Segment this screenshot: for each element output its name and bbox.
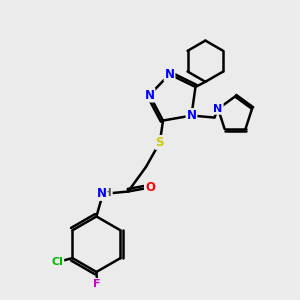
Text: F: F (94, 279, 101, 289)
Text: O: O (145, 181, 155, 194)
Text: H: H (103, 188, 112, 199)
Text: Cl: Cl (51, 257, 63, 267)
Text: N: N (214, 104, 223, 114)
Text: N: N (144, 88, 154, 102)
Text: S: S (156, 136, 164, 149)
Text: N: N (187, 109, 196, 122)
Text: N: N (97, 187, 106, 200)
Text: N: N (164, 68, 175, 81)
